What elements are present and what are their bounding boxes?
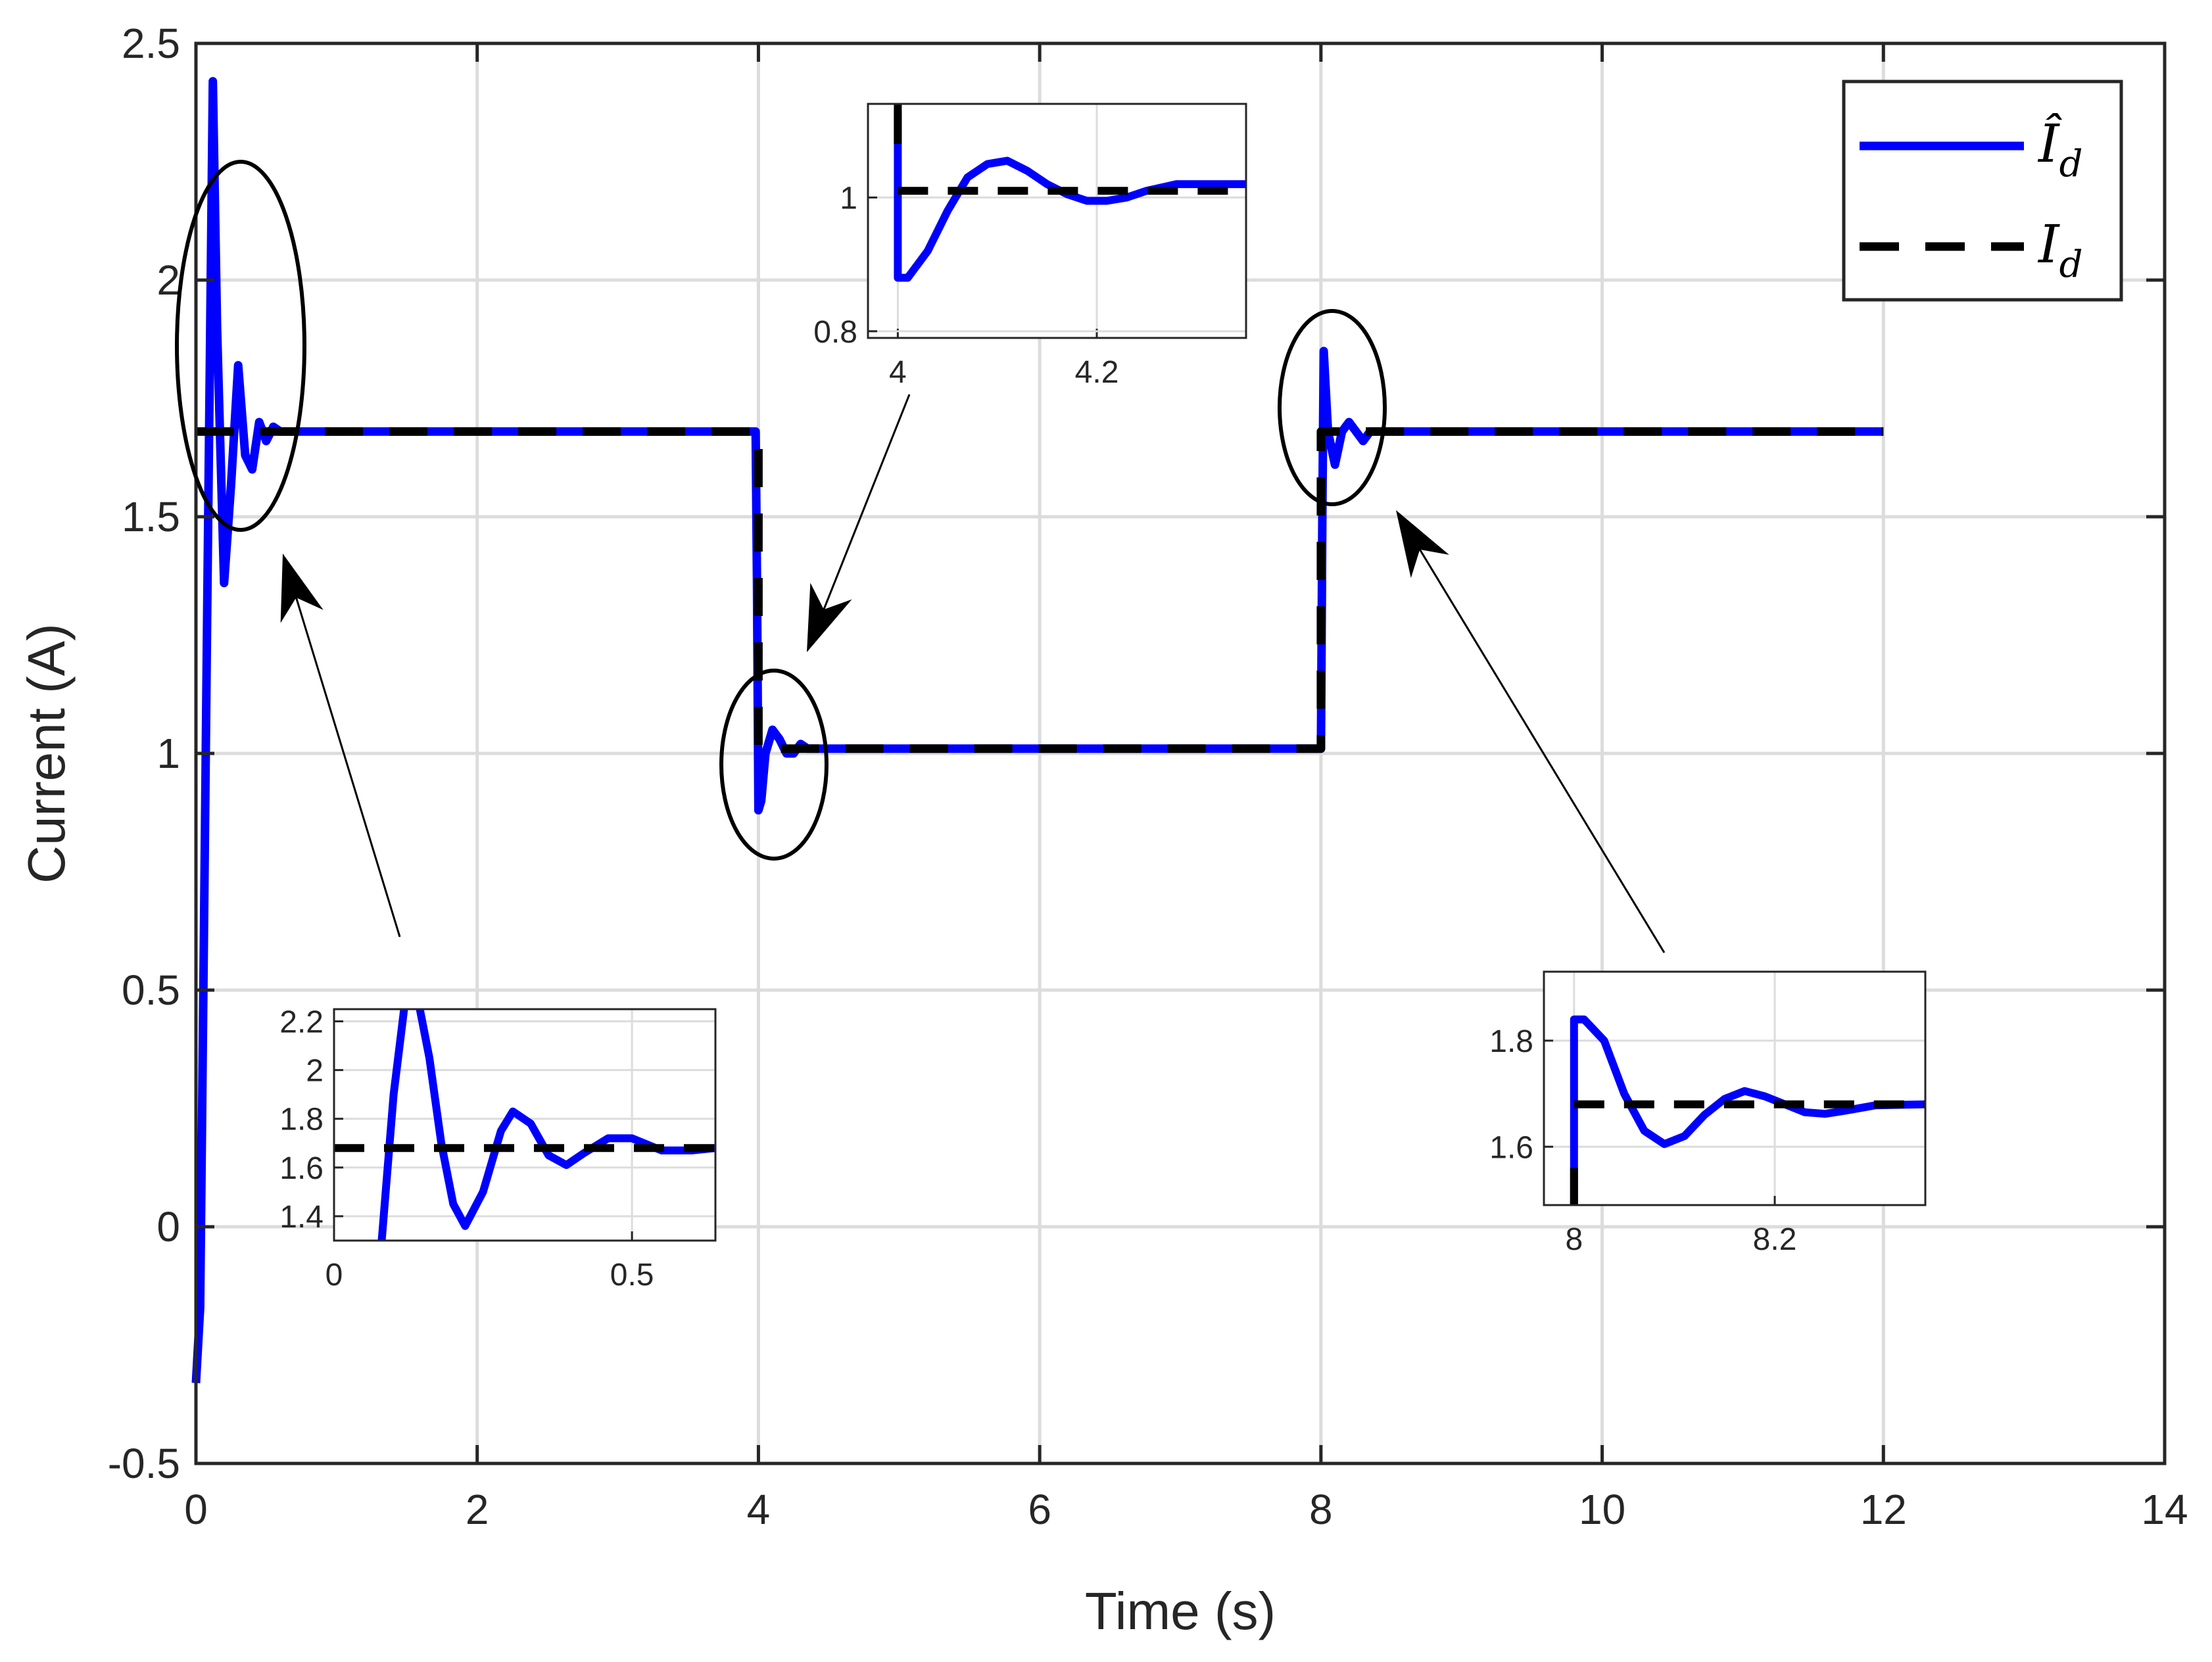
inset-x-tick-label: 0 — [325, 1258, 343, 1293]
y-tick-label: 1 — [156, 730, 180, 777]
y-tick-label: 0.5 — [122, 966, 180, 1014]
inset-y-tick-label: 1.6 — [1489, 1130, 1533, 1165]
inset-estimated-line — [1570, 1015, 1925, 1205]
inset-y-tick-label: 1.8 — [1489, 1024, 1533, 1059]
legend: Îd Id — [1842, 80, 2123, 302]
x-tick-label: 6 — [1028, 1486, 1051, 1533]
inset-y-tick-label: 2 — [306, 1054, 324, 1089]
legend-label-estimated: Îd — [2037, 112, 2082, 185]
y-tick-label: -0.5 — [108, 1440, 180, 1487]
inset-frame — [1543, 970, 1927, 1206]
pointer-arrow-head — [280, 554, 324, 623]
legend-label-reference-sub: d — [2059, 243, 2083, 286]
series-estimated-line — [191, 77, 1884, 1383]
highlight-ellipse — [719, 669, 829, 861]
inset-y-tick-label: 1.4 — [279, 1200, 324, 1235]
inset-drop: 4 4.2 0.8 1 — [813, 103, 1247, 390]
inset-x-tick-label: 8.2 — [1753, 1222, 1797, 1257]
inset-y-tick-label: 2.2 — [279, 1005, 324, 1040]
y-tick-label: 2.5 — [122, 20, 180, 67]
inset-x-tick-label: 0.5 — [610, 1258, 654, 1293]
pointer-arrow-head — [807, 582, 852, 652]
inset-estimated-line — [377, 1009, 715, 1241]
inset-layer: 0 0.5 1.4 1.6 1.8 2 2.2 4 4.2 0.8 1 8 8.2 1.6 1.8 — [279, 103, 1927, 1293]
pointer-arrow-shaft — [1419, 549, 1666, 953]
annotation-layer — [175, 160, 1666, 953]
inset-series-layer — [334, 1009, 715, 1241]
legend-label-estimated-sub: d — [2059, 143, 2083, 185]
y-tick-label: 2 — [156, 256, 180, 304]
legend-label-reference: Id — [2037, 214, 2082, 286]
highlight-ellipse — [1278, 309, 1387, 506]
x-tick-label: 10 — [1579, 1486, 1625, 1533]
pointer-arrow-shaft — [823, 394, 911, 610]
y-axis-label: Current (A) — [17, 623, 76, 884]
inset-background — [1544, 972, 1925, 1205]
x-tick-label: 14 — [2141, 1486, 2188, 1533]
y-tick-label: 0 — [156, 1203, 180, 1250]
x-tick-label: 4 — [747, 1486, 771, 1533]
pointer-arrow-shaft — [295, 597, 401, 938]
inset-x-tick-label: 4.2 — [1075, 355, 1119, 390]
x-tick-label: 12 — [1860, 1486, 1907, 1533]
inset-background — [868, 104, 1246, 338]
x-tick-label: 2 — [466, 1486, 489, 1533]
inset-y-tick-label: 1.8 — [279, 1103, 324, 1137]
inset-y-tick-label: 1 — [840, 181, 857, 216]
inset-x-tick-label: 8 — [1565, 1222, 1583, 1257]
main-tick-layer: 0 2 4 6 8 10 12 14-0.500.511.522.5 — [108, 20, 2188, 1533]
inset-series-layer — [894, 104, 1246, 282]
inset-rise: 8 8.2 1.6 1.8 — [1489, 970, 1927, 1257]
inset-frame — [333, 1008, 717, 1242]
inset-frame — [867, 103, 1247, 339]
main-series-layer — [191, 77, 1884, 1383]
legend-label-reference-main: I — [2037, 214, 2060, 275]
legend-box — [1842, 80, 2123, 302]
series-reference-line — [196, 427, 1884, 753]
x-axis-label: Time (s) — [1085, 1582, 1276, 1640]
inset-y-tick-label: 1.6 — [279, 1151, 324, 1186]
inset-x-tick-label: 4 — [889, 355, 907, 390]
y-tick-label: 1.5 — [122, 493, 180, 540]
inset-start: 0 0.5 1.4 1.6 1.8 2 2.2 — [279, 1005, 717, 1293]
highlight-ellipse — [175, 160, 306, 532]
inset-series-layer — [1570, 1015, 1925, 1205]
x-tick-label: 0 — [184, 1486, 208, 1533]
inset-y-tick-label: 0.8 — [813, 315, 857, 350]
legend-label-estimated-main: Î — [2037, 112, 2063, 174]
x-tick-label: 8 — [1309, 1486, 1333, 1533]
pointer-arrow-head — [1396, 510, 1449, 579]
